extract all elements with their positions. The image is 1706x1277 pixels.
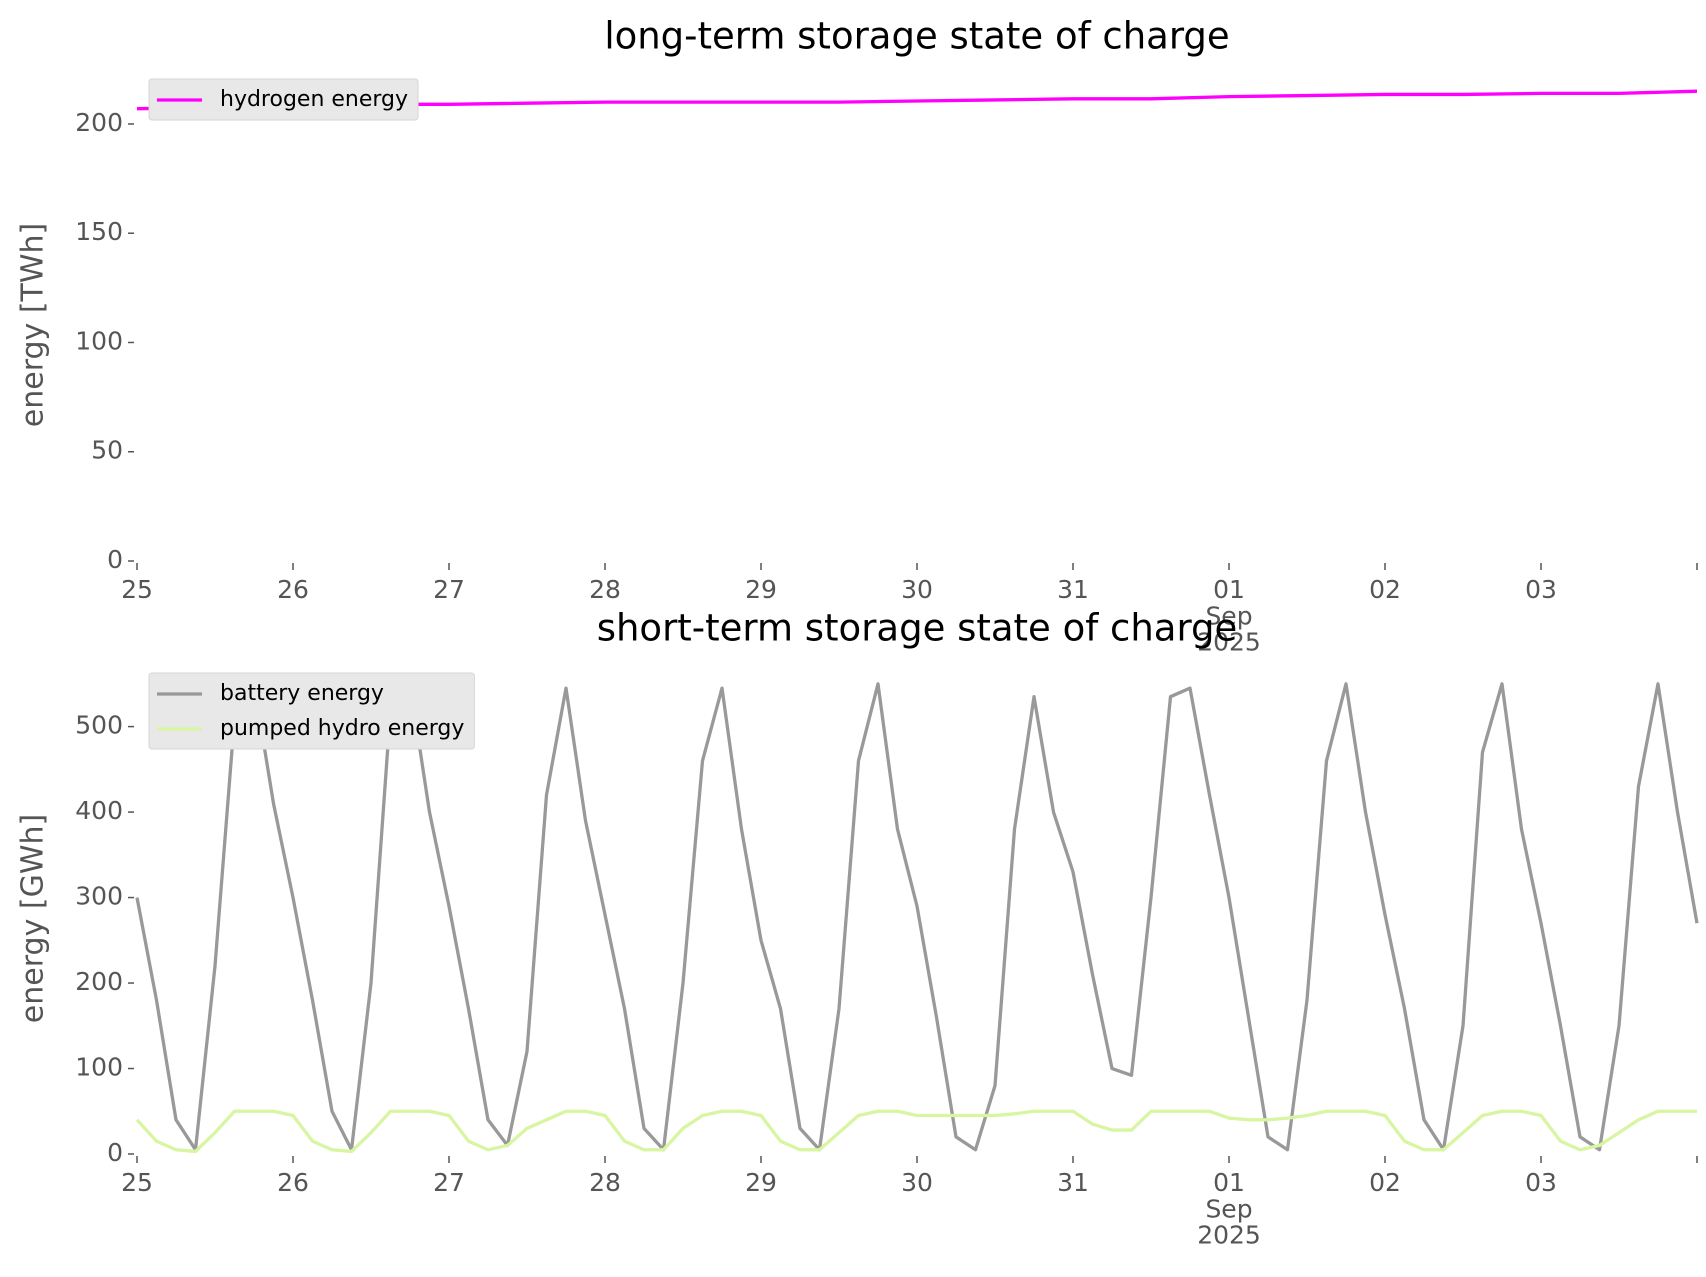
x-tick-label: 30 bbox=[901, 1168, 933, 1197]
x-tick-label: 30 bbox=[901, 575, 933, 604]
series-line bbox=[135, 682, 1699, 1152]
y-tick-label: 200 bbox=[75, 108, 123, 137]
y-tick-label: 150 bbox=[75, 217, 123, 246]
x-tick-label: 02 bbox=[1369, 575, 1401, 604]
x-tick-label: 29 bbox=[745, 1168, 777, 1197]
legend-box bbox=[148, 672, 475, 750]
legend-label: battery energy bbox=[220, 681, 384, 706]
y-tick-label: 100 bbox=[75, 326, 123, 355]
y-tick-label: 50 bbox=[91, 436, 123, 465]
y-tick-label: 500 bbox=[75, 711, 123, 740]
y-tick-label: 0 bbox=[107, 545, 123, 574]
x-tick-label: 29 bbox=[745, 575, 777, 604]
chart-title: long-term storage state of charge bbox=[604, 15, 1229, 58]
y-tick-label: 300 bbox=[75, 882, 123, 911]
x-tick-label: 26 bbox=[277, 1168, 309, 1197]
x-tick-label: 26 bbox=[277, 575, 309, 604]
x-tick-label: 01 Sep 2025 bbox=[1197, 1168, 1261, 1250]
x-tick-label: 27 bbox=[433, 575, 465, 604]
x-tick-label: 01 Sep 2025 bbox=[1197, 575, 1261, 657]
x-tick-label: 25 bbox=[121, 1168, 153, 1197]
series-line bbox=[135, 1109, 1697, 1154]
legend-label: pumped hydro energy bbox=[220, 716, 464, 741]
x-tick-label: 02 bbox=[1369, 1168, 1401, 1197]
x-tick-label: 27 bbox=[433, 1168, 465, 1197]
y-axis-label: energy [GWh] bbox=[16, 814, 51, 1023]
x-tick-label: 31 bbox=[1057, 1168, 1089, 1197]
legend: battery energy pumped hydro energy bbox=[148, 672, 475, 750]
x-tick-label: 25 bbox=[121, 575, 153, 604]
legend-box bbox=[148, 78, 419, 121]
y-tick-label: 200 bbox=[75, 967, 123, 996]
y-tick-label: 400 bbox=[75, 796, 123, 825]
y-tick-label: 0 bbox=[107, 1138, 123, 1167]
legend-label: hydrogen energy bbox=[220, 87, 408, 112]
y-tick-label: 100 bbox=[75, 1053, 123, 1082]
y-axis-label: energy [TWh] bbox=[16, 223, 51, 427]
chart-title: short-term storage state of charge bbox=[597, 607, 1238, 650]
x-tick-label: 28 bbox=[589, 575, 621, 604]
x-tick-label: 31 bbox=[1057, 575, 1089, 604]
x-tick-label: 03 bbox=[1525, 1168, 1557, 1197]
x-tick-label: 28 bbox=[589, 1168, 621, 1197]
x-tick-label: 03 bbox=[1525, 575, 1557, 604]
legend: hydrogen energy bbox=[148, 78, 419, 121]
